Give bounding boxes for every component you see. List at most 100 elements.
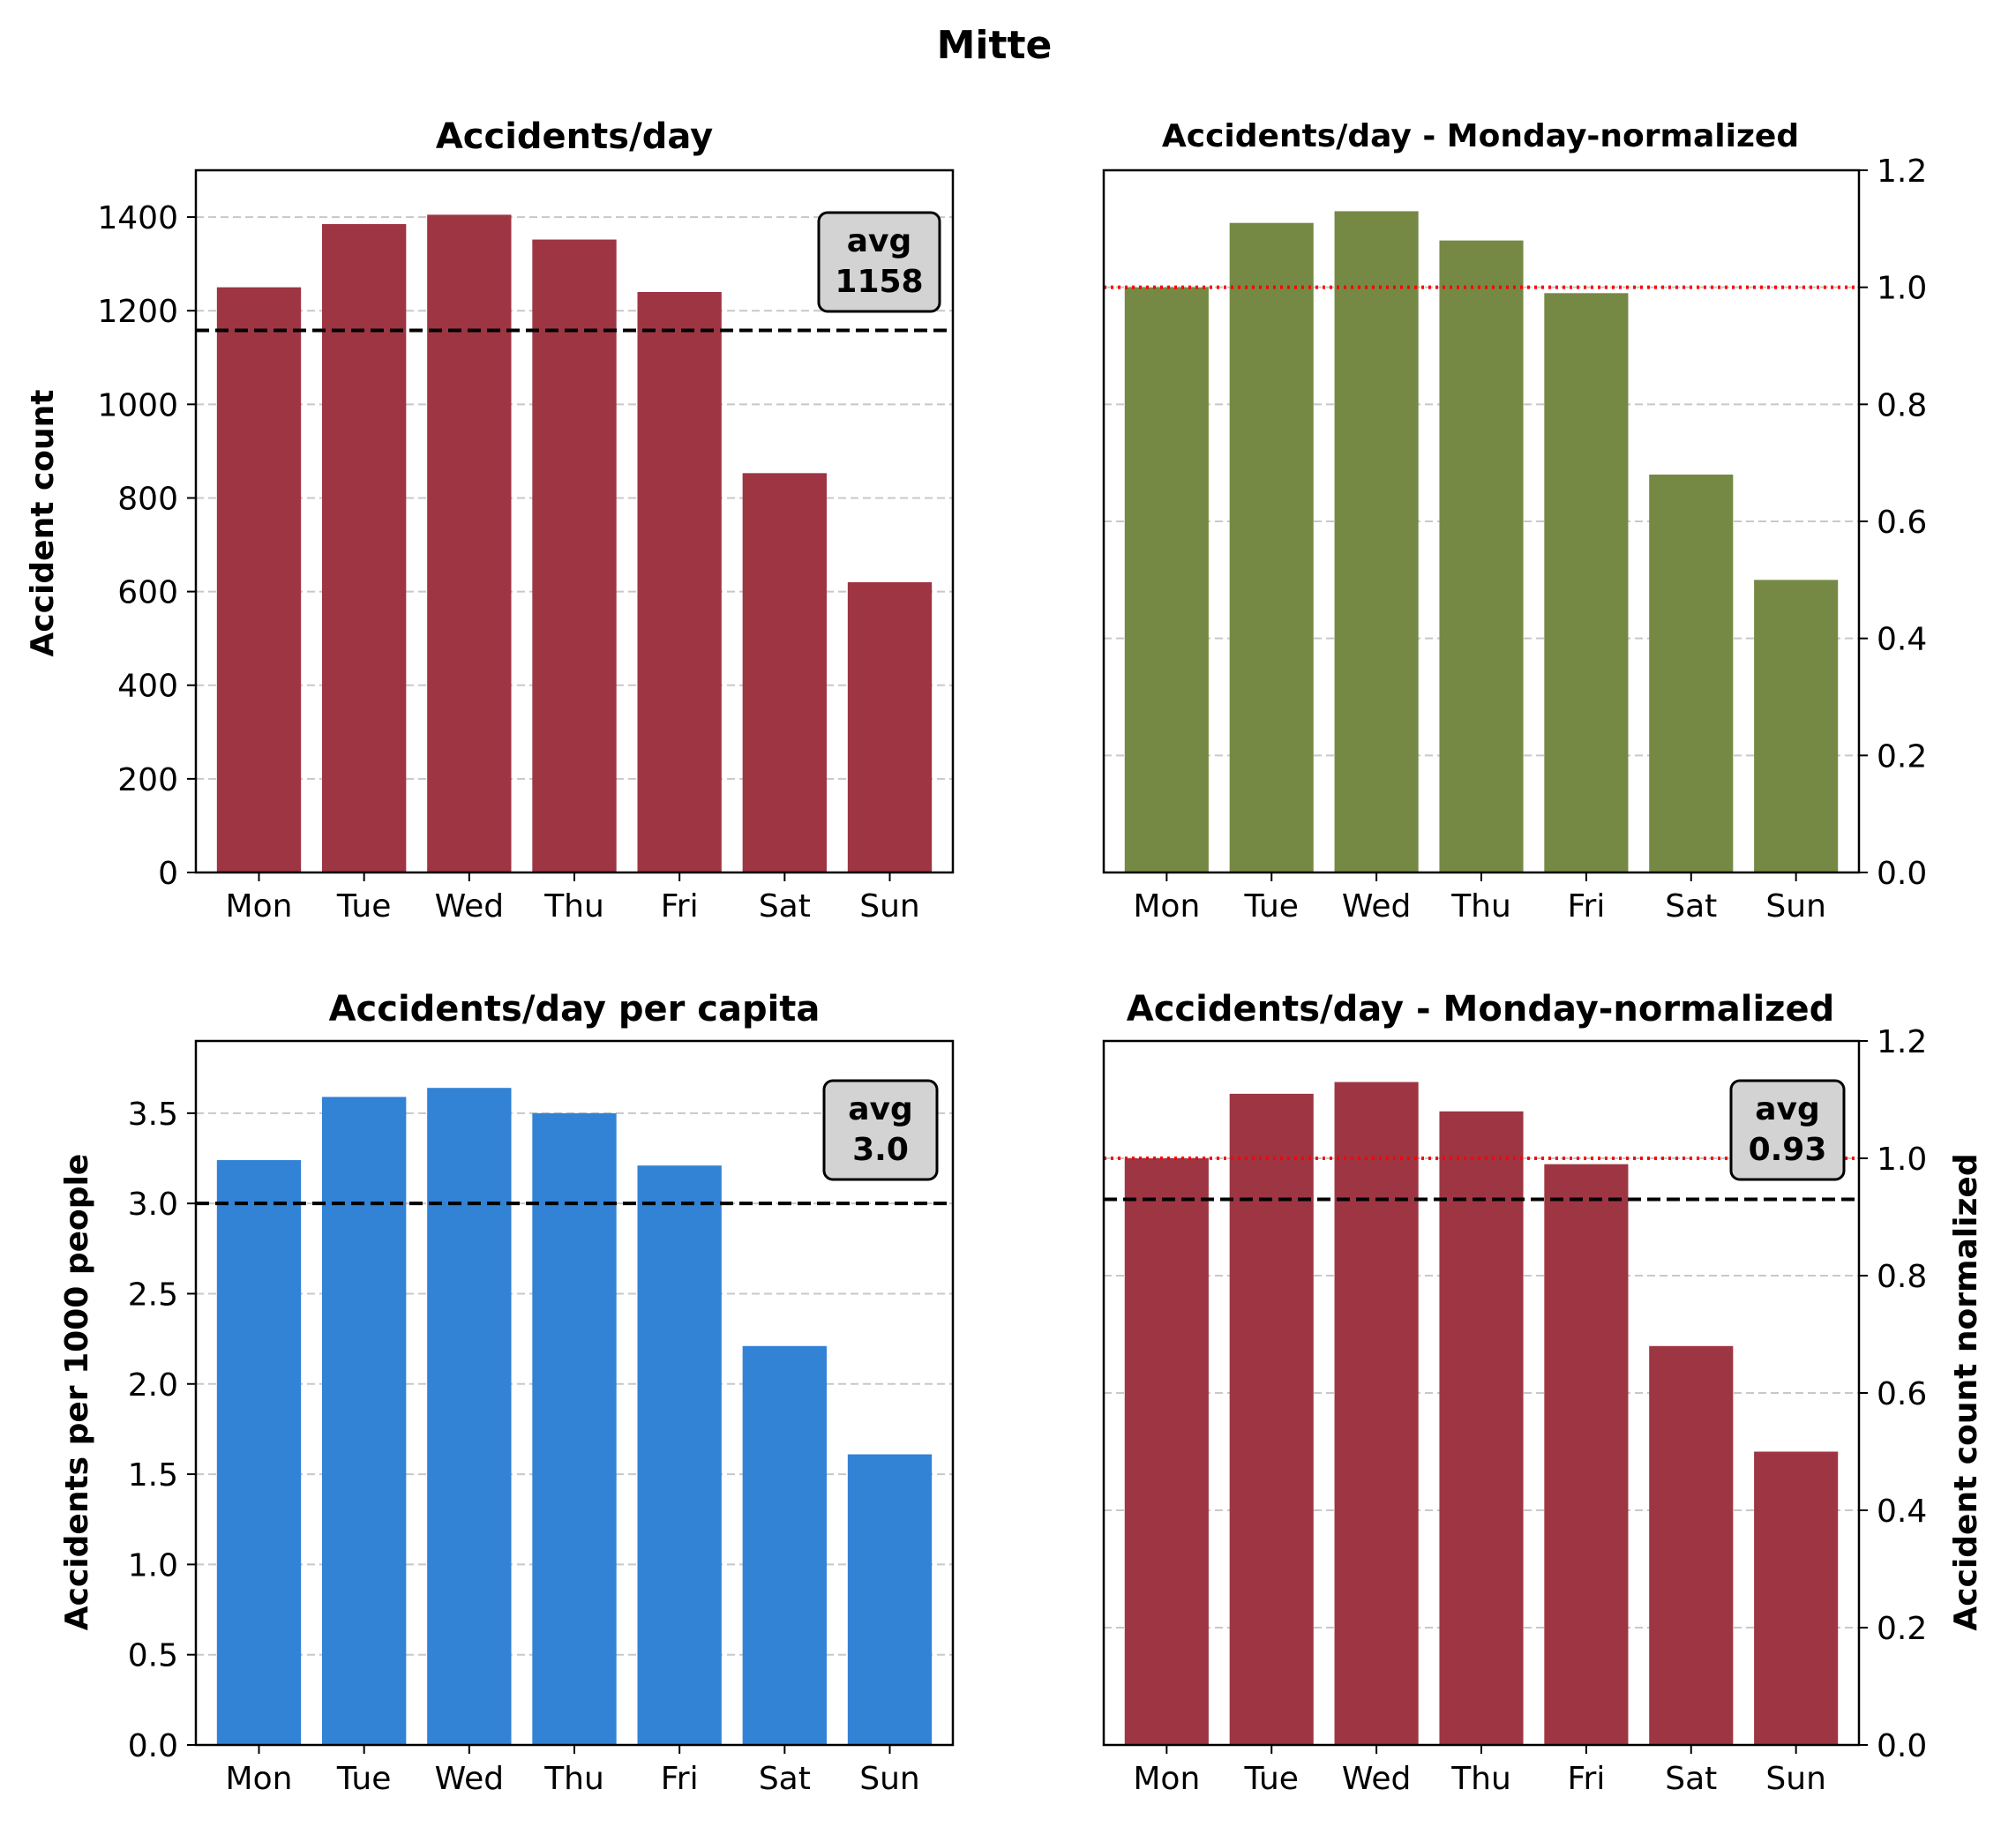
y-tick-label: 0.2 bbox=[1877, 1611, 1927, 1647]
chart-panel-per-capita: Mon Tue Wed Thu Fri Sat Sun 0.0 0.5 1.0 1.5 2.0 2.5 3… bbox=[59, 989, 955, 1797]
bar-sun bbox=[847, 1454, 933, 1745]
avg-annotation: avg 3.0 bbox=[822, 1079, 939, 1181]
panel-title: Accidents/day per capita bbox=[329, 989, 821, 1030]
y-tick-label: 2.0 bbox=[128, 1367, 178, 1404]
y-tick-label: 800 bbox=[117, 481, 178, 517]
y-tick-label: 1000 bbox=[97, 387, 178, 423]
bar-sat bbox=[742, 1345, 827, 1745]
x-tick-label: Thu bbox=[543, 1761, 604, 1797]
bar-wed bbox=[1334, 211, 1419, 872]
bar-sun bbox=[847, 581, 933, 872]
y-tick-label: 1.5 bbox=[128, 1457, 178, 1494]
y-tick-label: 1.2 bbox=[1877, 153, 1927, 190]
x-tick-label: Fri bbox=[1567, 888, 1605, 925]
y-axis-label: Accident count normalized bbox=[1948, 1153, 1984, 1630]
avg-annotation-label: avg bbox=[847, 223, 912, 259]
y-tick-label: 0.8 bbox=[1877, 387, 1927, 423]
x-tick-label: Tue bbox=[1243, 888, 1299, 925]
y-tick-label: 0.0 bbox=[1877, 1728, 1927, 1764]
x-tick-label: Wed bbox=[435, 1761, 505, 1797]
y-tick-label: 600 bbox=[117, 575, 178, 611]
bar-wed bbox=[427, 1088, 512, 1745]
bar-tue bbox=[1229, 222, 1314, 872]
y-axis-label: Accident count bbox=[25, 390, 61, 657]
avg-annotation-value: 1158 bbox=[835, 264, 923, 300]
avg-annotation-box bbox=[822, 1079, 939, 1181]
x-tick-label: Sun bbox=[859, 1761, 919, 1797]
y-tick-label: 0.2 bbox=[1877, 738, 1927, 775]
y-tick-label: 1200 bbox=[97, 294, 178, 330]
x-tick-label: Tue bbox=[336, 1761, 392, 1797]
plot-area: Mon Tue Wed Thu Fri Sat Sun 0 200 400 600 800 1000 12… bbox=[97, 168, 955, 925]
y-tick-label: 0.0 bbox=[128, 1728, 178, 1764]
y-tick-label: 3.0 bbox=[128, 1187, 178, 1223]
bar-mon bbox=[1124, 1158, 1209, 1745]
bar-fri bbox=[1544, 293, 1629, 872]
bar-thu bbox=[1439, 1111, 1524, 1745]
x-tick-label: Sat bbox=[1665, 888, 1717, 925]
x-tick-label: Tue bbox=[1243, 1761, 1299, 1797]
x-tick-label: Wed bbox=[1342, 888, 1412, 925]
x-tick-label: Mon bbox=[1133, 888, 1200, 925]
bar-mon bbox=[216, 1160, 302, 1745]
y-tick-label: 0 bbox=[158, 856, 178, 892]
bar-sat bbox=[1649, 474, 1734, 872]
bar-fri bbox=[637, 291, 722, 872]
avg-annotation-label: avg bbox=[848, 1091, 913, 1127]
bar-sun bbox=[1754, 1451, 1839, 1745]
bar-mon bbox=[1124, 287, 1209, 873]
y-tick-label: 0.5 bbox=[128, 1638, 178, 1674]
x-tick-label: Mon bbox=[226, 888, 293, 925]
y-tick-label: 1400 bbox=[97, 200, 178, 236]
plot-area: Mon Tue Wed Thu Fri Sat Sun 0.0 0.2 0.4 0.6 0.8 1.0 1… bbox=[1102, 1024, 1927, 1797]
x-tick-label: Fri bbox=[1567, 1761, 1605, 1797]
x-tick-label: Mon bbox=[226, 1761, 293, 1797]
y-tick-label: 1.2 bbox=[1877, 1024, 1927, 1060]
y-tick-label: 0.4 bbox=[1877, 1494, 1927, 1530]
avg-annotation-value: 0.93 bbox=[1749, 1132, 1827, 1168]
y-tick-label: 2.5 bbox=[128, 1277, 178, 1313]
bar-wed bbox=[427, 214, 512, 872]
x-tick-label: Sat bbox=[1665, 1761, 1717, 1797]
y-tick-label: 3.5 bbox=[128, 1097, 178, 1133]
chart-panel-accidents-per-day: Mon Tue Wed Thu Fri Sat Sun 0 200 400 600 800 1000 12… bbox=[25, 116, 955, 925]
x-tick-label: Sun bbox=[1765, 888, 1825, 925]
bar-tue bbox=[322, 224, 407, 872]
avg-annotation: avg 0.93 bbox=[1729, 1079, 1846, 1181]
x-tick-label: Sat bbox=[759, 1761, 811, 1797]
chart-panel-monday-normalized-avg: Mon Tue Wed Thu Fri Sat Sun 0.0 0.2 0.4 0.6 0.8 1.0 1… bbox=[1102, 989, 1984, 1797]
x-tick-label: Fri bbox=[661, 1761, 699, 1797]
y-tick-label: 1.0 bbox=[128, 1547, 178, 1584]
y-tick-label: 200 bbox=[117, 762, 178, 798]
avg-annotation-box bbox=[817, 211, 941, 313]
x-tick-label: Thu bbox=[1450, 1761, 1511, 1797]
x-tick-label: Thu bbox=[543, 888, 604, 925]
chart-panel-monday-normalized: Mon Tue Wed Thu Fri Sat Sun 0.0 0.2 0.4 0.6 0.8 1.0 1… bbox=[1102, 118, 1927, 925]
bar-tue bbox=[322, 1097, 407, 1745]
x-tick-label: Mon bbox=[1133, 1761, 1200, 1797]
plot-area: Mon Tue Wed Thu Fri Sat Sun 0.0 0.5 1.0 1.5 2.0 2.5 3… bbox=[128, 1039, 955, 1797]
bar-thu bbox=[532, 1112, 617, 1745]
bar-sun bbox=[1754, 580, 1839, 872]
bar-thu bbox=[1439, 240, 1524, 873]
bar-fri bbox=[637, 1165, 722, 1745]
panel-title: Accidents/day - Monday-normalized bbox=[1127, 989, 1834, 1030]
bar-wed bbox=[1334, 1082, 1419, 1745]
panel-title: Accidents/day bbox=[436, 116, 713, 157]
y-tick-label: 0.6 bbox=[1877, 1376, 1927, 1412]
y-tick-label: 0.6 bbox=[1877, 505, 1927, 541]
avg-annotation: avg 1158 bbox=[817, 211, 941, 313]
avg-annotation-box bbox=[1729, 1079, 1846, 1181]
y-tick-label: 0.8 bbox=[1877, 1259, 1927, 1295]
y-tick-label: 0.4 bbox=[1877, 622, 1927, 658]
x-tick-label: Sat bbox=[759, 888, 811, 925]
x-tick-label: Wed bbox=[435, 888, 505, 925]
y-tick-label: 1.0 bbox=[1877, 271, 1927, 307]
panel-title: Accidents/day - Monday-normalized bbox=[1162, 118, 1799, 154]
x-tick-label: Thu bbox=[1450, 888, 1511, 925]
x-tick-label: Wed bbox=[1342, 1761, 1412, 1797]
y-tick-label: 0.0 bbox=[1877, 856, 1927, 892]
plot-area: Mon Tue Wed Thu Fri Sat Sun 0.0 0.2 0.4 0.6 0.8 1.0 1… bbox=[1102, 153, 1927, 925]
bar-tue bbox=[1229, 1093, 1314, 1745]
